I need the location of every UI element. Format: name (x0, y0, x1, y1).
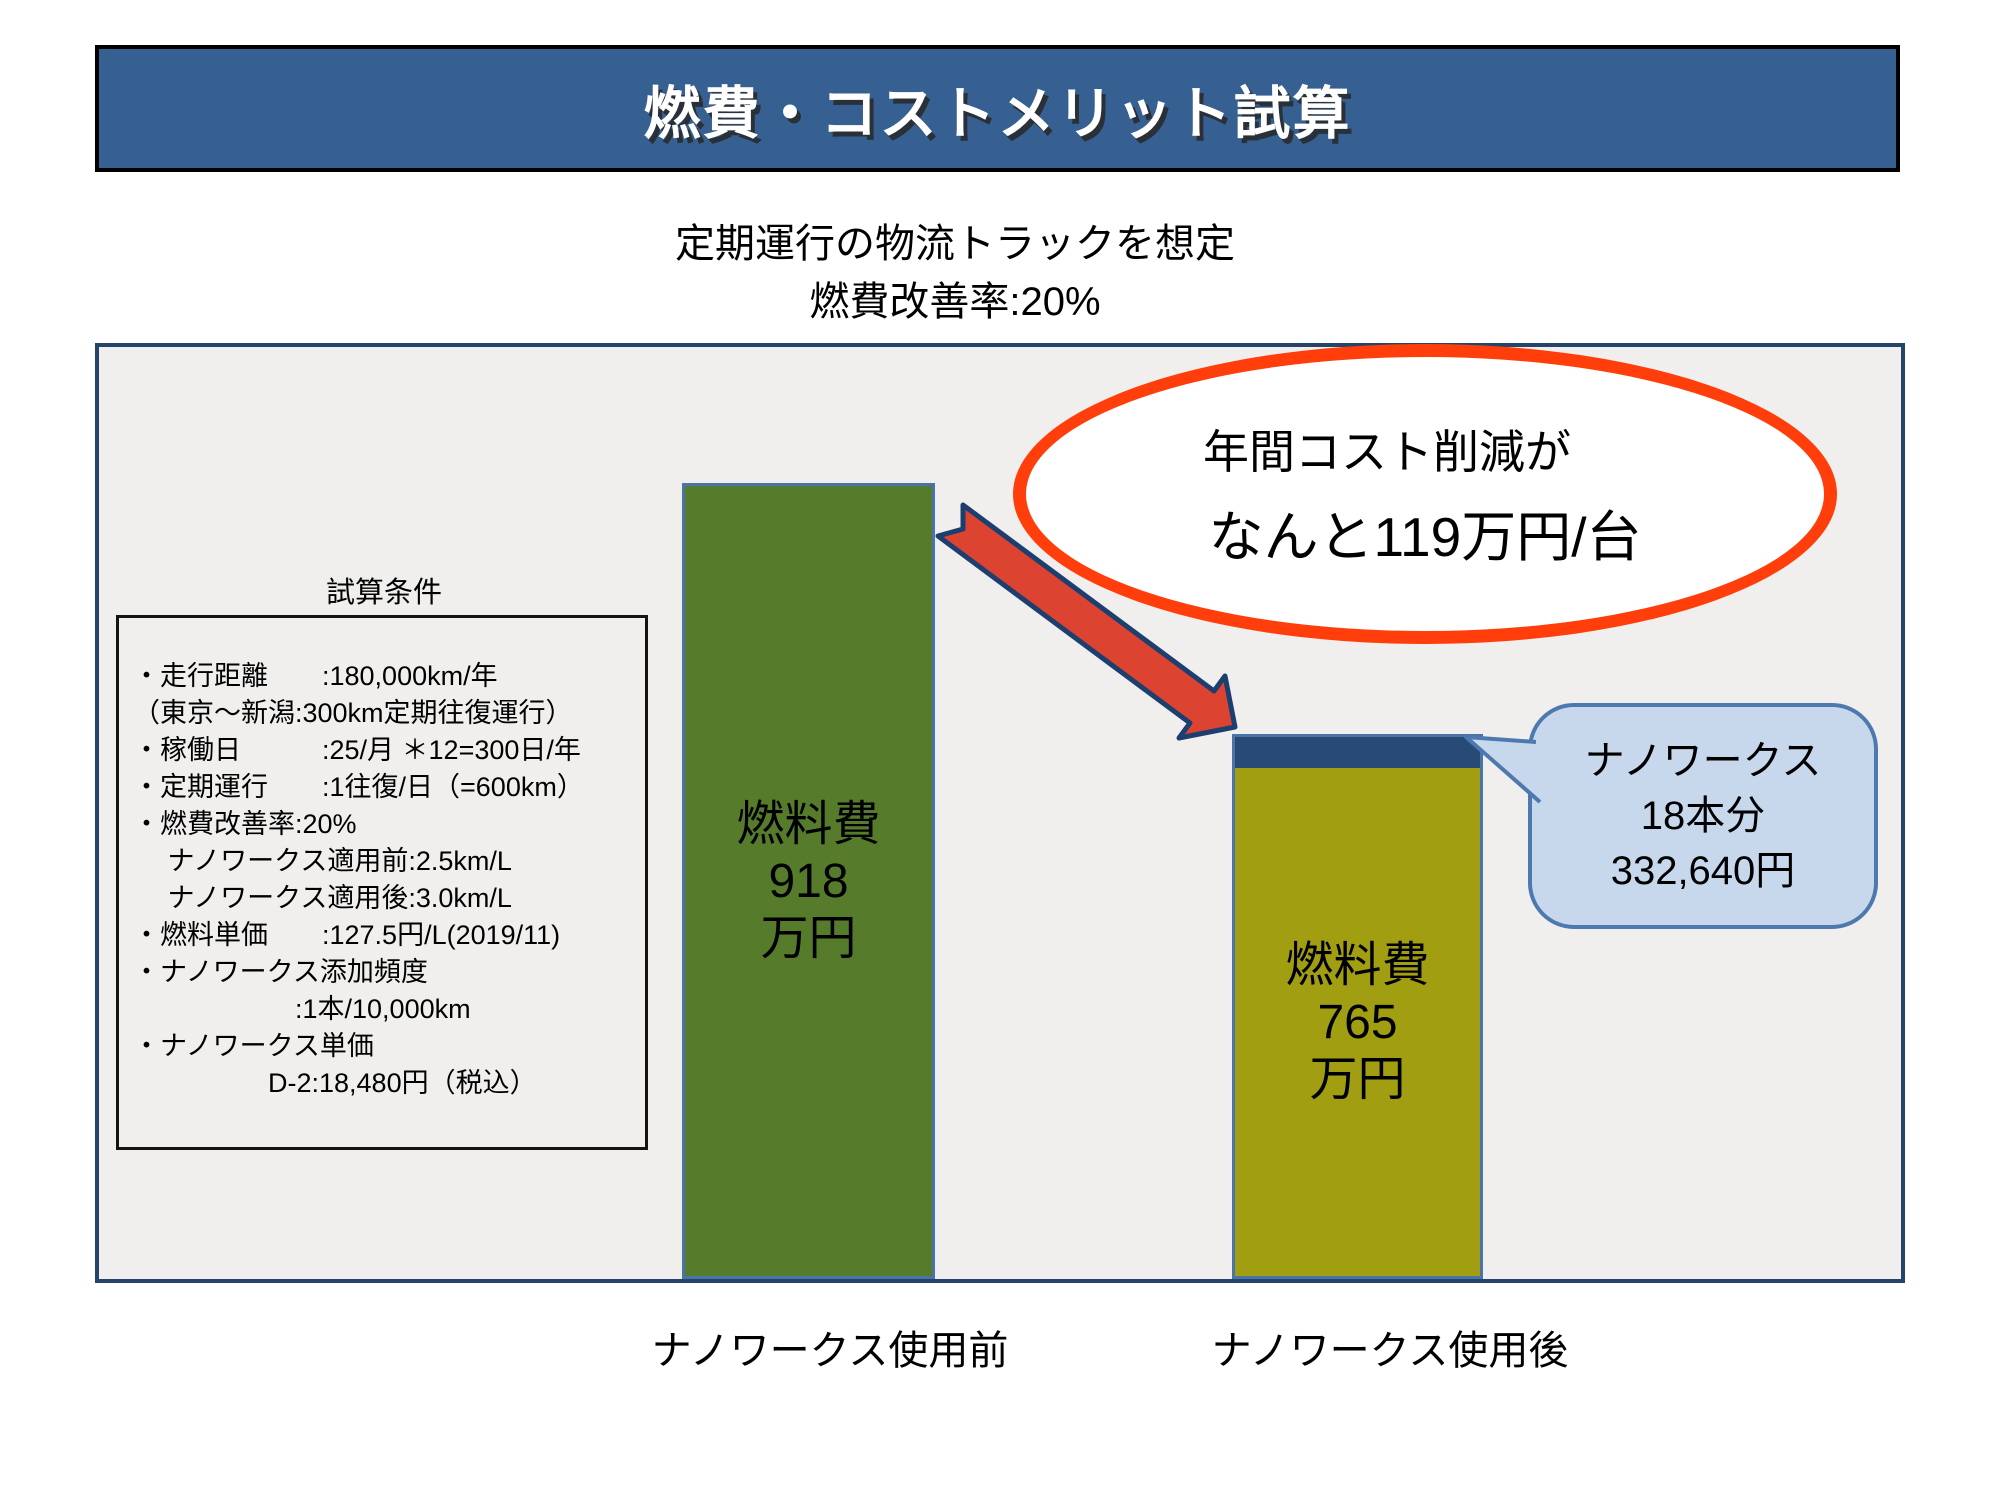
condition-line: ・燃料単価 :127.5円/L(2019/11) (133, 920, 561, 950)
bar-before-value: 918 (768, 854, 849, 908)
condition-line: :1本/10,000km (133, 994, 471, 1024)
bar-before-unit: 万円 (760, 911, 857, 965)
bar-after: 燃料費 765 万円 (1232, 734, 1483, 1279)
bubble-line: 332,640円 (1610, 849, 1796, 893)
axis-label-before: ナノワークス使用前 (651, 1329, 1009, 1373)
condition-line: ・ナノワークス添加頻度 (133, 957, 428, 987)
bubble-line: 18本分 (1640, 794, 1766, 838)
bar-after-body: 燃料費 765 万円 (1235, 768, 1480, 1276)
subtitle-line-2: 燃費改善率:20% (809, 280, 1101, 324)
bar-after-label-line: 燃料費 (1285, 938, 1430, 992)
bar-after-label: 燃料費 765 万円 (1235, 937, 1480, 1108)
subtitle-line-1: 定期運行の物流トラックを想定 (675, 222, 1235, 266)
page-title: 燃費・コストメリット試算 (643, 81, 1352, 146)
condition-line: ・走行距離 :180,000km/年 (133, 661, 498, 691)
condition-line: ・燃費改善率:20% (133, 809, 357, 839)
condition-line: D-2:18,480円（税込） (133, 1068, 537, 1098)
condition-line: ・稼働日 :25/月 ＊12=300日/年 (133, 735, 581, 765)
bar-before-label-line: 燃料費 (736, 797, 881, 851)
condition-line: ・ナノワークス単価 (133, 1031, 374, 1061)
conditions-box: ・走行距離 :180,000km/年 （東京～新潟:300km定期往復運行） ・稼働… (116, 615, 648, 1150)
savings-callout-line-1: 年間コスト削減が (1203, 426, 1571, 478)
nanoworks-cost-bubble: ナノワークス 18本分 332,640円 (1528, 703, 1878, 929)
title-banner: 燃費・コストメリット試算 (95, 45, 1900, 172)
bar-before-label: 燃料費 918 万円 (685, 796, 932, 967)
savings-callout-ellipse: 年間コスト削減が なんと119万円/台 (1013, 344, 1837, 644)
axis-label-after: ナノワークス使用後 (1211, 1329, 1569, 1373)
condition-line: ナノワークス適用後:3.0km/L (133, 883, 512, 913)
bar-after-nanoworks-cap (1235, 737, 1480, 768)
condition-line: （東京～新潟:300km定期往復運行） (133, 698, 573, 728)
bar-before: 燃料費 918 万円 (682, 483, 935, 1279)
bar-after-unit: 万円 (1309, 1052, 1406, 1106)
bubble-line: ナノワークス (1584, 739, 1822, 783)
savings-callout-line-2: なんと119万円/台 (1208, 506, 1642, 568)
bar-after-value: 765 (1317, 995, 1398, 1049)
condition-line: ナノワークス適用前:2.5km/L (133, 846, 512, 876)
conditions-heading: 試算条件 (325, 577, 442, 609)
condition-line: ・定期運行 :1往復/日（=600km） (133, 772, 584, 802)
